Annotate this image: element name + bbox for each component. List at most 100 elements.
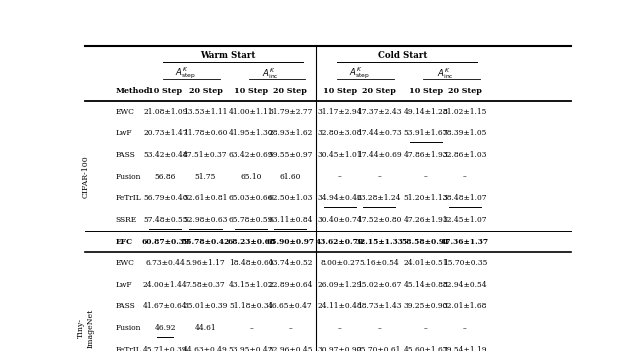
Text: 65.10: 65.10 — [241, 173, 262, 181]
Text: 53.42±0.48: 53.42±0.48 — [143, 151, 188, 159]
Text: 47.36±1.37: 47.36±1.37 — [441, 238, 489, 246]
Text: 15.70±0.35: 15.70±0.35 — [443, 259, 487, 267]
Text: 32.86±1.03: 32.86±1.03 — [443, 151, 487, 159]
Text: EWC: EWC — [115, 108, 134, 116]
Text: 68.23±0.68: 68.23±0.68 — [227, 238, 275, 246]
Text: 51.18±0.31: 51.18±0.31 — [229, 303, 273, 310]
Text: LwF: LwF — [115, 130, 132, 138]
Text: –: – — [463, 324, 467, 332]
Text: 58.58±0.91: 58.58±0.91 — [401, 238, 450, 246]
Text: 53.95±0.42: 53.95±0.42 — [229, 346, 273, 351]
Text: Fusion: Fusion — [115, 324, 141, 332]
Text: 65.03±0.66: 65.03±0.66 — [229, 194, 273, 202]
Text: –: – — [463, 173, 467, 181]
Text: 7.58±0.37: 7.58±0.37 — [186, 281, 225, 289]
Text: EFC: EFC — [115, 238, 132, 246]
Text: –: – — [338, 324, 342, 332]
Text: 51.75: 51.75 — [195, 173, 216, 181]
Text: Tiny-
ImageNet: Tiny- ImageNet — [77, 309, 95, 348]
Text: 53.91±1.67: 53.91±1.67 — [404, 130, 448, 138]
Text: 32.94±0.54: 32.94±0.54 — [443, 281, 487, 289]
Text: 52.98±0.63: 52.98±0.63 — [183, 216, 228, 224]
Text: 43.62±0.70: 43.62±0.70 — [316, 238, 364, 246]
Text: 39.54±1.19: 39.54±1.19 — [443, 346, 487, 351]
Text: 56.86: 56.86 — [155, 173, 176, 181]
Text: $A_{\rm inc}^{K}$: $A_{\rm inc}^{K}$ — [437, 66, 454, 81]
Text: 63.42±0.69: 63.42±0.69 — [229, 151, 273, 159]
Text: –: – — [249, 324, 253, 332]
Text: 24.11±0.48: 24.11±0.48 — [317, 303, 362, 310]
Text: 24.00±1.44: 24.00±1.44 — [143, 281, 188, 289]
Text: PASS: PASS — [115, 151, 135, 159]
Text: 45.71±0.39: 45.71±0.39 — [143, 346, 188, 351]
Text: 39.25±0.90: 39.25±0.90 — [404, 303, 448, 310]
Text: 65.78±0.59: 65.78±0.59 — [229, 216, 273, 224]
Text: 21.08±1.09: 21.08±1.09 — [143, 108, 188, 116]
Text: 20 Step: 20 Step — [448, 87, 482, 95]
Text: 51.20±1.13: 51.20±1.13 — [404, 194, 448, 202]
Text: 44.63±0.49: 44.63±0.49 — [183, 346, 228, 351]
Text: –: – — [424, 324, 428, 332]
Text: 10 Step: 10 Step — [148, 87, 182, 95]
Text: 62.50±1.03: 62.50±1.03 — [268, 194, 312, 202]
Text: 57.48±0.55: 57.48±0.55 — [143, 216, 188, 224]
Text: 17.52±0.80: 17.52±0.80 — [357, 216, 401, 224]
Text: 6.73±0.44: 6.73±0.44 — [145, 259, 185, 267]
Text: 61.60: 61.60 — [280, 173, 301, 181]
Text: 41.67±0.64: 41.67±0.64 — [143, 303, 188, 310]
Text: 41.00±1.11: 41.00±1.11 — [229, 108, 273, 116]
Text: 43.15±1.02: 43.15±1.02 — [229, 281, 273, 289]
Text: 31.02±1.15: 31.02±1.15 — [443, 108, 487, 116]
Text: –: – — [338, 173, 342, 181]
Text: 10 Step: 10 Step — [234, 87, 268, 95]
Text: 28.93±1.62: 28.93±1.62 — [268, 130, 312, 138]
Text: 47.51±0.37: 47.51±0.37 — [183, 151, 228, 159]
Text: CIFAR-100: CIFAR-100 — [82, 155, 90, 198]
Text: 17.44±0.69: 17.44±0.69 — [356, 151, 401, 159]
Text: 52.96±0.45: 52.96±0.45 — [268, 346, 312, 351]
Text: 26.09±1.29: 26.09±1.29 — [317, 281, 362, 289]
Text: 56.79±0.40: 56.79±0.40 — [143, 194, 188, 202]
Text: 32.45±1.07: 32.45±1.07 — [443, 216, 487, 224]
Text: 10 Step: 10 Step — [409, 87, 443, 95]
Text: EWC: EWC — [115, 259, 134, 267]
Text: 34.94±0.46: 34.94±0.46 — [317, 194, 362, 202]
Text: –: – — [377, 324, 381, 332]
Text: 30.97±0.90: 30.97±0.90 — [317, 346, 362, 351]
Text: 38.39±1.05: 38.39±1.05 — [443, 130, 487, 138]
Text: 5.16±0.54: 5.16±0.54 — [359, 259, 399, 267]
Text: 5.96±1.17: 5.96±1.17 — [186, 259, 225, 267]
Text: 20 Step: 20 Step — [362, 87, 396, 95]
Text: 17.37±2.43: 17.37±2.43 — [357, 108, 401, 116]
Text: 32.80±3.08: 32.80±3.08 — [317, 130, 362, 138]
Text: 45.14±0.88: 45.14±0.88 — [403, 281, 448, 289]
Text: $A_{\rm step}^{K}$: $A_{\rm step}^{K}$ — [349, 66, 370, 81]
Text: 47.26±1.91: 47.26±1.91 — [403, 216, 448, 224]
Text: 46.92: 46.92 — [155, 324, 176, 332]
Text: 24.01±0.51: 24.01±0.51 — [403, 259, 448, 267]
Text: 13.53±1.11: 13.53±1.11 — [183, 108, 228, 116]
Text: $A_{\rm inc}^{K}$: $A_{\rm inc}^{K}$ — [262, 66, 279, 81]
Text: 23.28±1.24: 23.28±1.24 — [357, 194, 401, 202]
Text: 11.78±0.60: 11.78±0.60 — [183, 130, 228, 138]
Text: 63.11±0.84: 63.11±0.84 — [268, 216, 312, 224]
Text: 45.60±1.67: 45.60±1.67 — [403, 346, 448, 351]
Text: 49.14±1.28: 49.14±1.28 — [403, 108, 448, 116]
Text: 60.87±0.39: 60.87±0.39 — [141, 238, 189, 246]
Text: 41.95±1.30: 41.95±1.30 — [229, 130, 273, 138]
Text: 18.48±0.60: 18.48±0.60 — [229, 259, 273, 267]
Text: 55.78±0.42: 55.78±0.42 — [181, 238, 230, 246]
Text: 20.73±1.47: 20.73±1.47 — [143, 130, 188, 138]
Text: 32.15±1.33: 32.15±1.33 — [355, 238, 403, 246]
Text: 44.61: 44.61 — [195, 324, 216, 332]
Text: $A_{\rm step}^{K}$: $A_{\rm step}^{K}$ — [175, 66, 196, 81]
Text: 15.02±0.67: 15.02±0.67 — [357, 281, 401, 289]
Text: 35.01±0.39: 35.01±0.39 — [183, 303, 228, 310]
Text: 8.00±0.27: 8.00±0.27 — [320, 259, 360, 267]
Text: 31.79±2.77: 31.79±2.77 — [268, 108, 312, 116]
Text: 20 Step: 20 Step — [189, 87, 223, 95]
Text: 22.89±0.64: 22.89±0.64 — [268, 281, 312, 289]
Text: 59.55±0.97: 59.55±0.97 — [268, 151, 312, 159]
Text: 25.70±0.61: 25.70±0.61 — [357, 346, 401, 351]
Text: 47.86±1.93: 47.86±1.93 — [403, 151, 448, 159]
